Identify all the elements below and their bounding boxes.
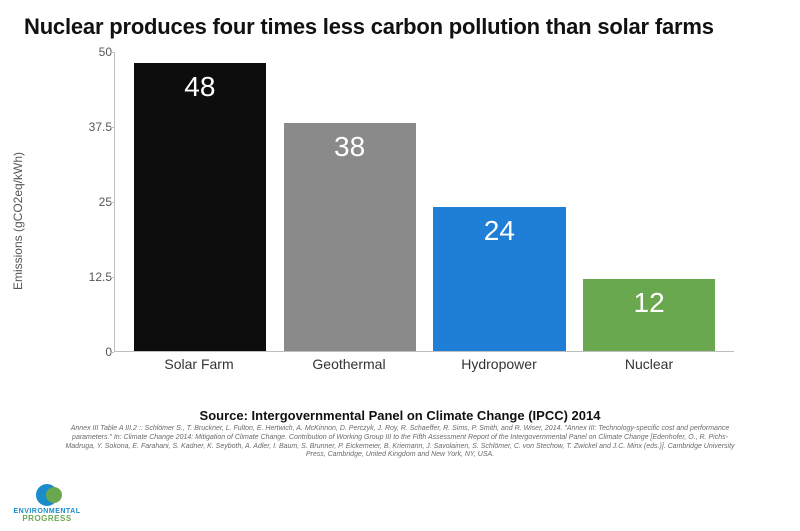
plot-region: 48 38 24 12 [114, 52, 734, 352]
bar: 48 [134, 63, 266, 351]
y-tick-label: 12.5 [76, 270, 112, 284]
y-tick-label: 37.5 [76, 120, 112, 134]
bar-column: 48 [128, 63, 272, 351]
bar-column: 38 [278, 123, 422, 351]
bar-column: 12 [577, 279, 721, 351]
y-tick-label: 25 [76, 195, 112, 209]
source-main: Source: Intergovernmental Panel on Clima… [64, 408, 736, 423]
chart-area: Emissions (gCO2eq/kWh) 012.52537.550 483… [36, 46, 776, 396]
y-tick-label: 0 [76, 345, 112, 359]
page-root: Nuclear produces four times less carbon … [0, 0, 800, 531]
y-axis-label: Emissions (gCO2eq/kWh) [11, 152, 25, 290]
bars-container: 48 38 24 12 [115, 52, 734, 351]
bar-value-label: 24 [484, 215, 515, 247]
bar-value-label: 38 [334, 131, 365, 163]
y-tick-mark [110, 352, 114, 353]
bar: 12 [583, 279, 715, 351]
chart-title: Nuclear produces four times less carbon … [24, 14, 776, 40]
y-tick-label: 50 [76, 45, 112, 59]
x-tick-label: Geothermal [277, 356, 421, 372]
source-fine: Annex III Table A III.2 :: Schlömer S., … [64, 425, 736, 460]
logo-text-2: PROGRESS [12, 515, 82, 523]
logo-icon [36, 484, 58, 506]
x-tick-label: Nuclear [577, 356, 721, 372]
bar: 24 [433, 207, 565, 351]
x-tick-label: Hydropower [427, 356, 571, 372]
bar-column: 24 [428, 207, 572, 351]
source-block: Source: Intergovernmental Panel on Clima… [24, 408, 776, 460]
bar: 38 [284, 123, 416, 351]
x-ticks: Solar Farm Geothermal Hydropower Nuclear [114, 356, 734, 372]
org-logo: ENVIRONMENTAL PROGRESS [12, 484, 82, 523]
x-tick-label: Solar Farm [127, 356, 271, 372]
bar-value-label: 12 [634, 287, 665, 319]
bar-value-label: 48 [184, 71, 215, 103]
